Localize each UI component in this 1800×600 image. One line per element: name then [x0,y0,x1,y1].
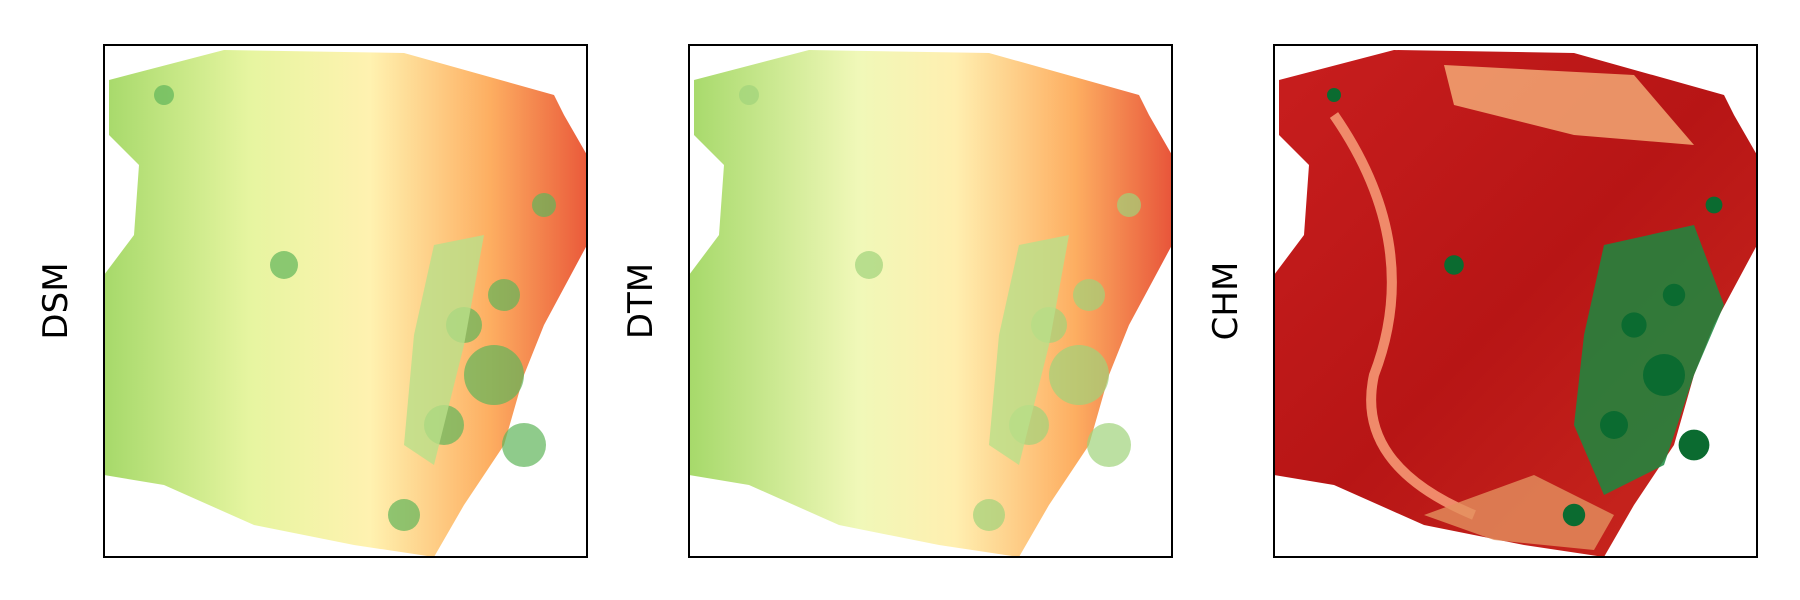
tree [1705,196,1723,214]
raster [689,50,1172,557]
vegetation [154,85,174,105]
raster [104,50,587,557]
vegetation [488,279,520,311]
panel-label: DTM [621,263,661,339]
tree [1621,312,1647,338]
vegetation [464,345,524,405]
vegetation [1444,65,1694,145]
vegetation [989,235,1069,465]
tree [1444,255,1464,275]
panel-frame [1273,44,1758,558]
vegetation [739,85,759,105]
panel-label: CHM [1206,262,1246,341]
vegetation [270,251,298,279]
tree [1678,429,1710,461]
vegetation [1073,279,1105,311]
raster-panel [103,44,588,558]
vegetation [1049,345,1109,405]
tree [1562,503,1586,527]
tree [1327,88,1341,102]
panel-frame [688,44,1173,558]
vegetation [855,251,883,279]
raster-panel [1273,44,1758,558]
vegetation [1117,193,1141,217]
vegetation [502,423,546,467]
tree [1600,411,1628,439]
vegetation [404,235,484,465]
panel-frame [103,44,588,558]
vegetation [1424,475,1614,550]
vegetation [1087,423,1131,467]
vegetation [532,193,556,217]
tree [1662,283,1686,307]
tree [1643,354,1685,396]
vegetation [388,499,420,531]
vegetation [973,499,1005,531]
raster-panel [688,44,1173,558]
road [1329,112,1476,520]
panel-label: DSM [36,262,76,339]
